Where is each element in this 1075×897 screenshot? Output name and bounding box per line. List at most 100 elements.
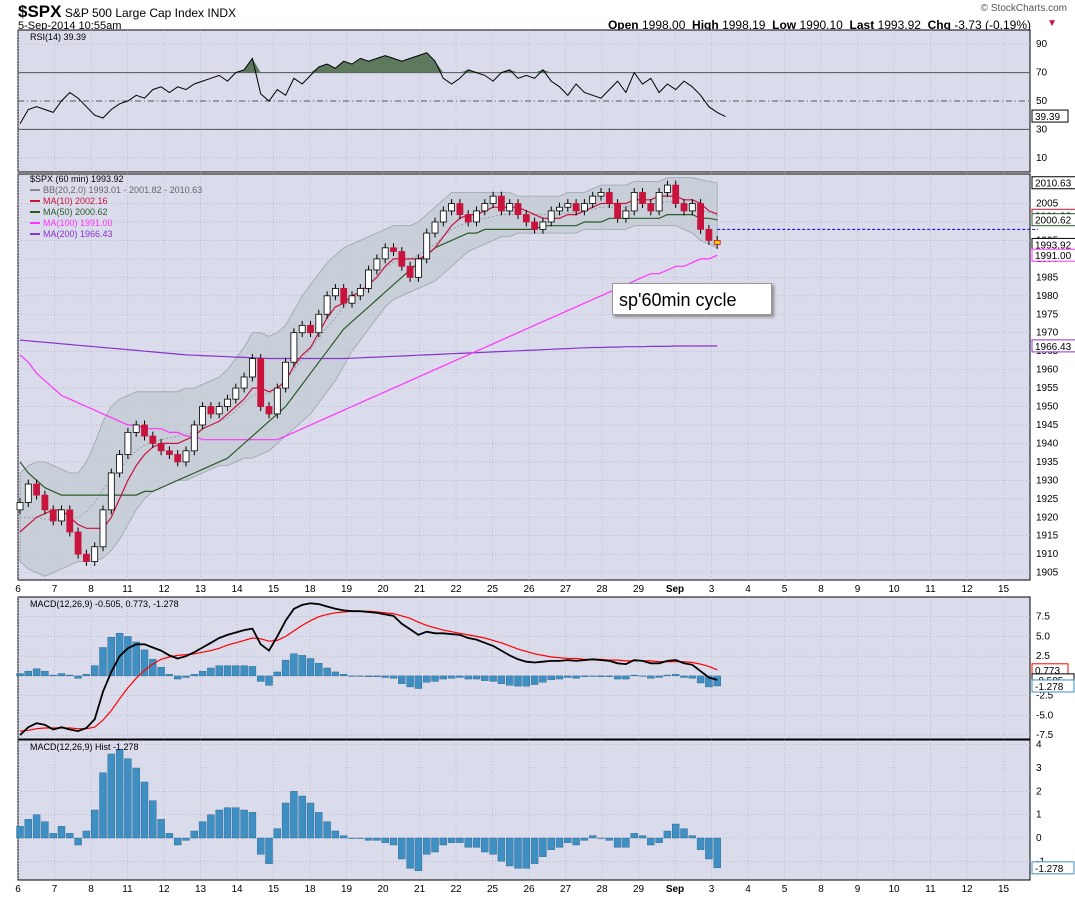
hist-bar	[356, 837, 364, 839]
candle-body	[74, 531, 82, 555]
hist-bar	[522, 837, 530, 869]
hist-bar	[107, 753, 116, 839]
hist-x-tick: 18	[304, 884, 316, 895]
macd-hist-bar	[115, 633, 124, 677]
price-x-tick: 19	[341, 584, 353, 595]
candle-body	[473, 210, 480, 223]
candle-body	[398, 251, 406, 267]
last-value: 1993.92	[877, 18, 921, 32]
macd-hist-bar	[107, 637, 116, 677]
hist-bar	[306, 802, 315, 839]
price-x-tick: 5	[782, 584, 788, 595]
macd-hist-bar	[547, 675, 555, 681]
hist-bar	[564, 837, 572, 843]
macd-hist-bar	[157, 667, 165, 677]
hist-bar	[340, 835, 348, 839]
hist-x-tick: 27	[560, 884, 572, 895]
macd-y-tick: 7.5	[1036, 612, 1050, 623]
macd-hist-bar	[340, 674, 348, 677]
macd-hist-bar	[49, 674, 57, 677]
macd-hist-bar	[323, 667, 331, 677]
candle-body	[207, 406, 215, 415]
macd-hist-bar	[506, 675, 514, 686]
hist-bar	[638, 835, 647, 839]
high-label: High	[692, 18, 719, 32]
hist-bar	[157, 819, 165, 839]
hist-bar	[265, 837, 273, 864]
macd-hist-bar	[398, 675, 406, 684]
hist-bar	[232, 807, 240, 839]
price-y-tick: 2005	[1036, 199, 1059, 210]
hist-x-tick: 12	[961, 884, 973, 895]
hist-title: MACD(12,26,9) Hist -1.278	[30, 742, 139, 752]
low-value: 1990.10	[799, 18, 843, 32]
macd-hist-bar	[530, 675, 539, 685]
hist-x-tick: 29	[633, 884, 645, 895]
hist-bar	[16, 826, 24, 839]
price-y-tick: 1960	[1036, 365, 1059, 376]
macd-hist-bar	[389, 675, 398, 679]
price-tag: 1966.43	[1035, 342, 1072, 353]
macd-hist-bar	[41, 670, 49, 677]
candle-body	[456, 203, 464, 215]
macd-hist-bar	[348, 675, 356, 677]
candle-body	[165, 450, 173, 455]
price-y-tick: 1920	[1036, 512, 1059, 523]
hist-bar	[680, 828, 688, 839]
price-x-tick: 3	[709, 584, 715, 595]
hist-bar	[373, 837, 381, 841]
macd-hist-bar	[124, 636, 132, 677]
ohlc-summary: Open 1998.00 High 1998.19 Low 1990.10 La…	[608, 18, 1031, 32]
price-tag: 1993.92	[1035, 240, 1072, 251]
candle-body	[373, 258, 381, 271]
macd-hist-bar	[290, 653, 298, 677]
price-y-tick: 1980	[1036, 291, 1059, 302]
rsi-last-label-box	[1031, 109, 1069, 123]
legend-entry: MA(100) 1991.00	[43, 218, 113, 228]
rsi-line	[19, 52, 726, 124]
macd-hist-bar	[414, 675, 423, 689]
hist-bar	[713, 837, 721, 869]
hist-bar	[140, 781, 149, 839]
candle-body	[531, 221, 538, 230]
candle-body	[556, 206, 563, 212]
candle-body	[448, 203, 456, 212]
macd-title: MACD(12,26,9) -0.505, 0.773, -1.278	[30, 599, 179, 609]
price-x-tick: 26	[523, 584, 535, 595]
price-y-tick: 1905	[1036, 568, 1059, 579]
candle-body	[190, 424, 198, 452]
hist-x-tick: 19	[341, 884, 353, 895]
candle-body	[522, 214, 530, 223]
macd-hist-bar	[638, 675, 647, 677]
candle-body	[639, 192, 646, 204]
macd-y-tick: 2.5	[1036, 651, 1050, 662]
legend-entry: MA(10) 2002.16	[43, 196, 108, 206]
candle-body	[713, 240, 721, 245]
candle-body	[605, 192, 613, 204]
hist-bar	[580, 837, 589, 841]
candle-body	[99, 509, 107, 548]
macd-hist-bar	[90, 665, 99, 677]
hist-bar	[456, 837, 464, 843]
price-x-tick: 27	[560, 584, 572, 595]
hist-bar	[489, 837, 497, 855]
low-label: Low	[772, 18, 797, 32]
candle-body	[232, 387, 240, 400]
candle-body	[107, 472, 115, 511]
hist-y-tick: 2	[1036, 786, 1042, 797]
hist-bar	[497, 837, 506, 862]
price-x-tick: 14	[231, 584, 243, 595]
macd-hist-bar	[589, 675, 597, 677]
hist-bar	[655, 837, 663, 843]
hist-bar	[182, 837, 190, 841]
rsi-last-label: 39.39	[1035, 112, 1060, 123]
hist-bar	[115, 749, 124, 839]
hist-bar	[240, 809, 248, 839]
hist-bar	[406, 837, 414, 869]
price-x-tick: 13	[195, 584, 207, 595]
macd-hist-bar	[672, 674, 680, 677]
hist-bar	[364, 837, 373, 841]
macd-hist-bar	[165, 674, 174, 677]
legend-entry: BB(20,2.0) 1993.01 - 2001.82 - 2010.63	[43, 185, 202, 195]
candle-body	[257, 358, 265, 407]
